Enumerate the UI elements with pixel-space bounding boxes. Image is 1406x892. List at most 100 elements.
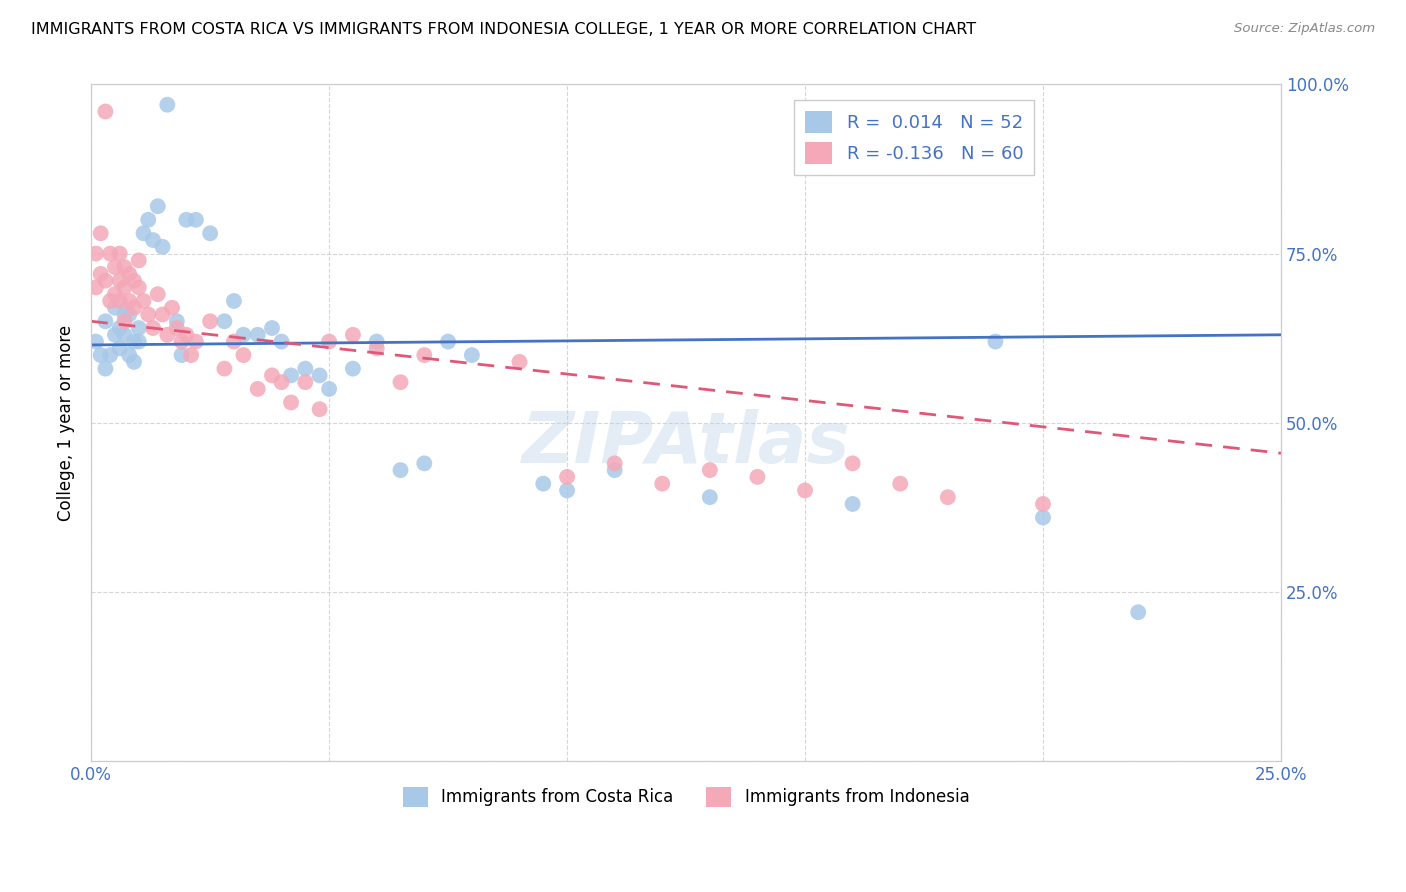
Point [118, 267, 141, 281]
Point [214, 361, 236, 376]
Point [114, 327, 136, 342]
Point [104, 287, 127, 301]
Point [366, 334, 388, 349]
Point [160, 301, 183, 315]
Point [222, 293, 245, 308]
Point [108, 274, 131, 288]
Point [389, 463, 412, 477]
Point [114, 308, 136, 322]
Point [98, 293, 121, 308]
Point [841, 497, 863, 511]
Point [142, 321, 165, 335]
Point [246, 382, 269, 396]
Point [122, 355, 145, 369]
Point [128, 253, 150, 268]
Point [90, 267, 112, 281]
Point [936, 490, 959, 504]
Point [108, 246, 131, 260]
Point [90, 348, 112, 362]
Point [104, 260, 127, 274]
Point [198, 314, 221, 328]
Point [308, 402, 330, 417]
Point [104, 327, 127, 342]
Point [747, 470, 769, 484]
Point [108, 321, 131, 335]
Point [84, 334, 107, 349]
Point [94, 361, 117, 376]
Point [94, 314, 117, 328]
Point [136, 308, 159, 322]
Point [122, 274, 145, 288]
Point [294, 361, 316, 376]
Point [98, 246, 121, 260]
Point [108, 342, 131, 356]
Point [222, 334, 245, 349]
Point [308, 368, 330, 383]
Point [146, 287, 169, 301]
Point [156, 97, 179, 112]
Point [342, 327, 364, 342]
Point [114, 314, 136, 328]
Point [142, 233, 165, 247]
Point [699, 490, 721, 504]
Point [260, 321, 283, 335]
Point [156, 327, 179, 342]
Point [260, 368, 283, 383]
Point [270, 334, 292, 349]
Point [531, 476, 554, 491]
Point [294, 375, 316, 389]
Point [280, 368, 302, 383]
Point [108, 293, 131, 308]
Point [118, 293, 141, 308]
Text: Source: ZipAtlas.com: Source: ZipAtlas.com [1234, 22, 1375, 36]
Point [146, 199, 169, 213]
Point [98, 348, 121, 362]
Point [132, 293, 155, 308]
Point [90, 227, 112, 241]
Point [232, 348, 254, 362]
Point [132, 227, 155, 241]
Point [246, 327, 269, 342]
Point [184, 212, 207, 227]
Point [555, 470, 578, 484]
Point [889, 476, 911, 491]
Point [318, 382, 340, 396]
Legend: Immigrants from Costa Rica, Immigrants from Indonesia: Immigrants from Costa Rica, Immigrants f… [396, 780, 976, 814]
Point [114, 260, 136, 274]
Point [366, 342, 388, 356]
Point [152, 308, 174, 322]
Point [699, 463, 721, 477]
Point [94, 104, 117, 119]
Point [170, 348, 193, 362]
Point [437, 334, 460, 349]
Point [128, 334, 150, 349]
Point [114, 280, 136, 294]
Point [184, 334, 207, 349]
Point [128, 321, 150, 335]
Point [342, 361, 364, 376]
Point [84, 280, 107, 294]
Point [603, 456, 626, 470]
Point [104, 301, 127, 315]
Y-axis label: College, 1 year or more: College, 1 year or more [58, 325, 75, 521]
Point [232, 327, 254, 342]
Point [166, 314, 188, 328]
Point [94, 274, 117, 288]
Point [461, 348, 484, 362]
Point [118, 348, 141, 362]
Point [122, 334, 145, 349]
Text: ZIPAtlas: ZIPAtlas [522, 409, 851, 477]
Point [280, 395, 302, 409]
Point [651, 476, 673, 491]
Point [270, 375, 292, 389]
Point [84, 246, 107, 260]
Point [170, 334, 193, 349]
Point [603, 463, 626, 477]
Point [1032, 497, 1054, 511]
Point [1032, 510, 1054, 524]
Text: IMMIGRANTS FROM COSTA RICA VS IMMIGRANTS FROM INDONESIA COLLEGE, 1 YEAR OR MORE : IMMIGRANTS FROM COSTA RICA VS IMMIGRANTS… [31, 22, 976, 37]
Point [318, 334, 340, 349]
Point [508, 355, 530, 369]
Point [555, 483, 578, 498]
Point [128, 280, 150, 294]
